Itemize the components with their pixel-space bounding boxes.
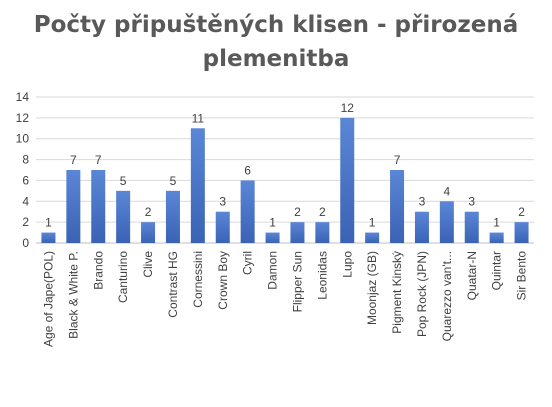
x-tick-label: Pop Rock (JPN) [415,251,429,337]
data-label: 5 [170,174,177,188]
data-label: 5 [120,174,127,188]
data-label: 3 [219,195,226,209]
chart-title-line-2: plemenitba [202,46,350,72]
data-label: 3 [468,195,475,209]
y-tick-label: 10 [16,132,30,146]
data-label: 1 [369,216,376,230]
bar [165,190,180,243]
x-tick-label: Black & White P. [66,251,80,339]
bar [141,222,156,243]
data-label: 7 [95,153,102,167]
bar [215,211,230,243]
x-tick-label: Age of Jape(POL) [41,251,55,347]
chart-title-line-1: Počty připuštěných klisen - přirozená [33,12,519,38]
x-tick-label: Quintar [490,251,504,290]
x-tick-label: Moonjaz (GB) [365,251,379,325]
bar [41,232,56,243]
data-label: 7 [70,153,77,167]
x-tick-label: Clive [141,251,155,278]
y-tick-label: 2 [22,215,29,229]
bar [290,222,305,243]
data-label: 11 [192,111,205,125]
x-tick-label: Canturino [116,251,130,303]
data-label: 1 [269,216,276,230]
data-label: 2 [145,205,152,219]
y-axis-tick-labels: 0 2 4 6 8 10 12 14 [16,90,30,250]
data-label: 6 [244,163,251,177]
data-label: 2 [294,205,301,219]
x-tick-label: Crown Boy [216,251,230,310]
bar [464,211,479,243]
data-label: 1 [45,216,52,230]
bar [240,180,255,243]
data-label: 7 [394,153,401,167]
bar [66,170,81,243]
data-label: 4 [444,184,451,198]
data-label: 1 [493,216,500,230]
data-label: 12 [341,101,355,115]
bar [340,117,355,243]
bar [414,211,429,243]
bar [190,128,205,243]
y-tick-label: 4 [22,194,29,208]
x-tick-label: Lupo [340,251,354,278]
y-tick-label: 6 [22,173,29,187]
x-tick-label: Leonidas [315,251,329,300]
bar [265,232,280,243]
data-label: 2 [518,205,525,219]
chart-title: Počty připuštěných klisen - přirozená pl… [0,8,552,76]
bar [439,201,454,243]
gridlines [36,96,534,244]
y-tick-label: 14 [16,90,30,104]
bar [365,232,380,243]
x-tick-label: Cornessini [191,251,205,308]
x-axis-tick-labels: Age of Jape(POL) Black & White P. Brando Ca… [41,251,528,347]
y-tick-label: 8 [22,153,29,167]
x-tick-label: Brando [91,251,105,290]
x-tick-label: Flipper Sun [290,251,304,312]
bar [390,170,405,243]
bar [91,170,106,243]
x-tick-label: Sir Bento [515,251,529,301]
bar [489,232,504,243]
bar [116,190,131,243]
x-tick-label: Cyril [241,251,255,275]
y-tick-label: 0 [22,236,29,250]
x-tick-label: Quarezzo van't... [440,251,454,341]
data-label: 2 [319,205,326,219]
bars [41,117,529,243]
x-tick-label: Contrast HG [166,251,180,318]
x-tick-label: Damon [266,251,280,290]
x-tick-label: Quatar-N [465,251,479,300]
bar [315,222,330,243]
bar [514,222,529,243]
data-label: 3 [419,195,426,209]
y-tick-label: 12 [16,111,30,125]
x-tick-label: Pigment Kinský [390,251,404,334]
